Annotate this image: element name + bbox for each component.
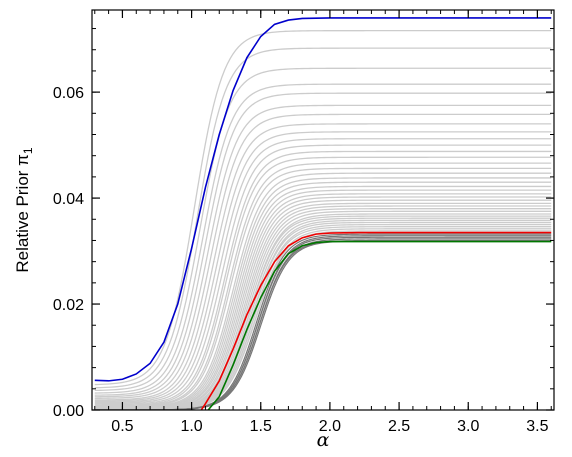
background-curve <box>94 67 552 392</box>
y-tick-label: 0.06 <box>53 85 84 102</box>
y-axis-label-subscript: 1 <box>21 147 35 154</box>
curves-layer <box>94 17 552 410</box>
y-axis-label: Relative Prior π1 <box>13 147 35 273</box>
x-tick-label: 2.5 <box>388 418 410 435</box>
background-curve <box>94 167 552 407</box>
background-curve <box>94 104 552 398</box>
background-curve <box>94 47 552 389</box>
background-curve <box>94 138 552 403</box>
curves-clip-group <box>94 17 552 410</box>
series-line-green <box>207 240 552 410</box>
x-tick-label: 1.5 <box>250 418 272 435</box>
y-tick-label: 0.00 <box>53 403 84 420</box>
x-tick-label: 1.0 <box>180 418 202 435</box>
ticks-layer <box>92 10 554 411</box>
x-tick-label: 3.0 <box>457 418 479 435</box>
background-curve <box>94 83 552 394</box>
tick-labels-layer: 0.5 1.0 1.5 2.0 2.5 3.0 3.5 0.00 0.02 0.04 0.06 <box>53 85 549 435</box>
background-curve <box>94 150 552 405</box>
y-axis-label-main: Relative Prior π <box>13 154 32 273</box>
background-curve <box>94 185 552 410</box>
x-axis-label: α <box>317 429 330 451</box>
background-curve <box>94 144 552 404</box>
background-curve <box>94 177 552 408</box>
y-tick-label: 0.04 <box>53 191 84 208</box>
plot-frame <box>91 9 555 411</box>
x-tick-label: 0.5 <box>111 418 133 435</box>
background-curve <box>94 131 552 402</box>
x-tick-label: 3.5 <box>526 418 548 435</box>
x-tick-label: 2.0 <box>319 418 341 435</box>
background-curve <box>94 123 552 401</box>
background-curve <box>94 92 552 396</box>
series-line-red <box>200 231 552 410</box>
background-curve <box>94 162 552 407</box>
background-curve <box>94 30 552 386</box>
background-curve <box>94 172 552 408</box>
background-curve <box>94 181 552 409</box>
background-curve <box>94 156 552 406</box>
background-curve <box>94 199 552 410</box>
background-curve <box>94 193 552 410</box>
series-line-blue <box>94 17 552 382</box>
y-tick-label: 0.02 <box>53 297 84 314</box>
background-curve <box>94 113 552 399</box>
